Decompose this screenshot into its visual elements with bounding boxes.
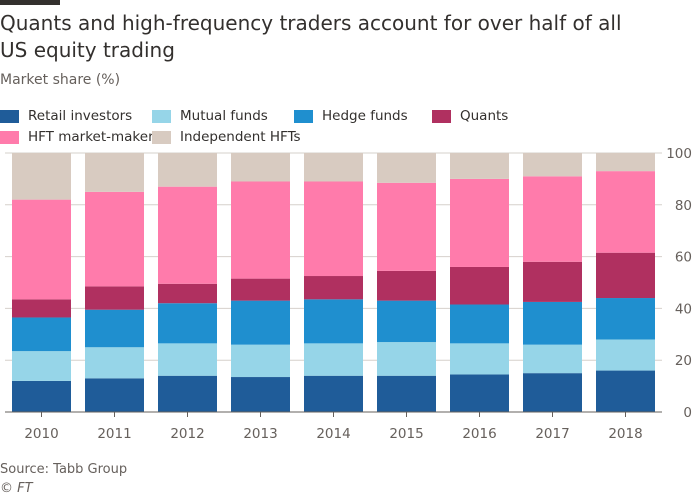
bar-2016-quants — [450, 266, 509, 305]
legend-item-hft-market-makers: HFT market-makers — [0, 129, 161, 145]
bar-2010-retail-investors — [12, 380, 71, 412]
bar-2011-mutual-funds — [85, 347, 144, 379]
legend-item-independent-hfts: Independent HFTs — [152, 129, 301, 145]
bar-2017-mutual-funds — [523, 344, 582, 374]
bar-2016-hedge-funds — [450, 304, 509, 344]
y-tick-label-20: 20 — [675, 353, 692, 369]
x-tick-label-2013: 2013 — [243, 426, 277, 442]
bar-2018-hedge-funds — [596, 298, 655, 340]
bar-2013-hft-market-makers — [231, 181, 290, 279]
bar-2014-hedge-funds — [304, 299, 363, 344]
bar-2010-quants — [12, 299, 71, 318]
legend: Retail investors Mutual funds Hedge fund… — [0, 104, 700, 148]
legend-swatch-retail-investors — [0, 109, 19, 123]
bar-2017-quants — [523, 261, 582, 302]
bar-2011-hft-market-makers — [85, 191, 144, 287]
y-tick-label-40: 40 — [675, 301, 692, 317]
bar-2010-independent-hfts — [12, 153, 71, 200]
x-tick-label-2012: 2012 — [170, 426, 204, 442]
bar-2013-retail-investors — [231, 377, 290, 412]
bar-2012-hedge-funds — [158, 303, 217, 344]
bar-2015-hedge-funds — [377, 300, 436, 343]
legend-swatch-independent-hfts — [152, 130, 171, 144]
bar-2018-quants — [596, 252, 655, 299]
y-tick-label-80: 80 — [675, 198, 692, 214]
legend-swatch-hedge-funds — [294, 109, 313, 123]
bar-2014-retail-investors — [304, 375, 363, 412]
bar-2012-retail-investors — [158, 375, 217, 412]
bar-2012-hft-market-makers — [158, 186, 217, 284]
bar-2018-mutual-funds — [596, 339, 655, 371]
chart-title: Quants and high-frequency traders accoun… — [0, 11, 622, 62]
bar-2016-hft-market-makers — [450, 178, 509, 267]
bar-2018-retail-investors — [596, 370, 655, 412]
legend-item-hedge-funds: Hedge funds — [294, 108, 408, 124]
bar-2013-hedge-funds — [231, 300, 290, 345]
x-tick-label-2017: 2017 — [535, 426, 569, 442]
legend-item-quants: Quants — [432, 108, 508, 124]
legend-swatch-hft-market-makers — [0, 130, 19, 144]
bar-2010-mutual-funds — [12, 351, 71, 381]
bar-2017-hedge-funds — [523, 301, 582, 345]
x-tick-label-2011: 2011 — [97, 426, 131, 442]
bar-2016-retail-investors — [450, 374, 509, 412]
bar-2014-mutual-funds — [304, 343, 363, 376]
y-tick-label-60: 60 — [675, 250, 692, 266]
chart-subtitle: Market share (%) — [0, 72, 121, 88]
bar-2015-mutual-funds — [377, 342, 436, 376]
y-tick-label-100: 100 — [666, 146, 692, 162]
bar-2016-independent-hfts — [450, 153, 509, 179]
bar-2012-independent-hfts — [158, 153, 217, 187]
bar-2017-retail-investors — [523, 373, 582, 412]
x-tick-label-2014: 2014 — [316, 426, 350, 442]
legend-label-hft-market-makers: HFT market-makers — [28, 129, 161, 145]
bar-2013-independent-hfts — [231, 153, 290, 182]
x-tick-label-2010: 2010 — [24, 426, 58, 442]
legend-item-retail-investors: Retail investors — [0, 108, 132, 124]
bar-2014-quants — [304, 276, 363, 300]
bar-2011-retail-investors — [85, 378, 144, 412]
bar-2013-mutual-funds — [231, 344, 290, 378]
legend-item-mutual-funds: Mutual funds — [152, 108, 268, 124]
bar-2011-quants — [85, 286, 144, 310]
bar-2013-quants — [231, 278, 290, 301]
legend-label-quants: Quants — [460, 108, 509, 124]
bar-2017-hft-market-makers — [523, 176, 582, 262]
copyright-note: © FT — [0, 481, 33, 496]
bar-2012-quants — [158, 283, 217, 304]
bar-2011-hedge-funds — [85, 309, 144, 348]
bar-2017-independent-hfts — [523, 153, 582, 177]
legend-label-mutual-funds: Mutual funds — [180, 108, 268, 124]
x-tick-label-2016: 2016 — [462, 426, 496, 442]
source-note: Source: Tabb Group — [0, 462, 128, 477]
x-tick-label-2018: 2018 — [608, 426, 642, 442]
bar-2018-independent-hfts — [596, 153, 655, 172]
y-tick-label-0: 0 — [683, 405, 692, 421]
stacked-bar-chart: 0 20 40 60 80 100 2010 2011 2012 2013 2014 2015 2016… — [5, 146, 692, 442]
bar-2010-hft-market-makers — [12, 199, 71, 300]
legend-label-independent-hfts: Independent HFTs — [180, 129, 301, 145]
bar-2014-hft-market-makers — [304, 181, 363, 277]
x-tick-label-2015: 2015 — [389, 426, 423, 442]
title-accent-bar — [0, 0, 60, 5]
bar-2012-mutual-funds — [158, 343, 217, 376]
bar-2015-independent-hfts — [377, 153, 436, 183]
bar-2014-independent-hfts — [304, 153, 363, 182]
legend-swatch-mutual-funds — [152, 109, 171, 123]
bar-2015-hft-market-makers — [377, 182, 436, 271]
bar-2015-quants — [377, 270, 436, 301]
bar-2010-hedge-funds — [12, 317, 71, 352]
legend-label-retail-investors: Retail investors — [28, 108, 133, 124]
bar-2011-independent-hfts — [85, 153, 144, 192]
legend-swatch-quants — [432, 109, 451, 123]
bar-2018-hft-market-makers — [596, 171, 655, 253]
legend-label-hedge-funds: Hedge funds — [322, 108, 408, 124]
bar-2016-mutual-funds — [450, 343, 509, 375]
bar-2015-retail-investors — [377, 375, 436, 412]
